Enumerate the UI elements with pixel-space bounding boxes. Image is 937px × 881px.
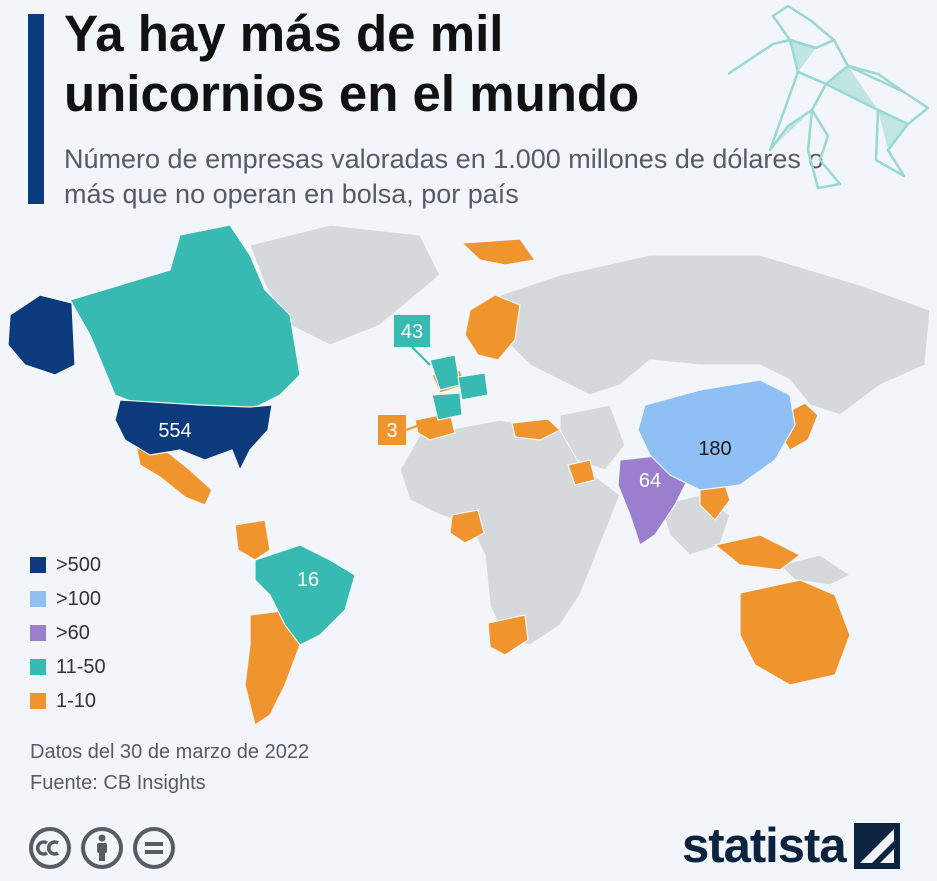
country-usa: [114, 399, 273, 472]
legend-label: 11-50: [56, 655, 106, 678]
title-accent-bar: [28, 14, 44, 204]
legend-item: 1-10: [30, 684, 106, 718]
legend-item: 11-50: [30, 650, 106, 684]
countries-11-50: [69, 224, 489, 646]
country-china: [637, 379, 796, 491]
legend-swatch: [30, 591, 46, 607]
label-brazil: 16: [297, 569, 319, 591]
legend-label: >500: [56, 553, 102, 576]
data-source: Fuente: CB Insights: [30, 772, 206, 794]
country-alaska: [7, 294, 76, 376]
chart-subtitle: Número de empresas valoradas en 1.000 mi…: [64, 144, 824, 209]
legend-item: >60: [30, 616, 106, 650]
statista-logo-icon: [853, 823, 900, 869]
no-derivatives-icon[interactable]: [132, 826, 176, 870]
label-india: 64: [639, 470, 661, 492]
attribution-icon[interactable]: [80, 826, 124, 870]
brand-name: statista: [682, 819, 847, 873]
legend-swatch: [30, 693, 46, 709]
label-china: 180: [698, 438, 731, 460]
label-spain: 3: [386, 420, 397, 442]
legend-item: >500: [30, 548, 106, 582]
footnote: Datos del 30 de marzo de 2022 Fuente: CB…: [30, 737, 309, 799]
legend-label: 1-10: [56, 689, 97, 712]
legend-swatch: [30, 557, 46, 573]
statista-logo[interactable]: statista: [682, 818, 900, 874]
label-box-spain: [378, 415, 406, 445]
label-uk: 43: [401, 321, 423, 343]
license-icons: [28, 826, 176, 870]
legend-label: >100: [56, 587, 102, 610]
legend-swatch: [30, 659, 46, 675]
label-usa: 554: [158, 420, 191, 442]
unicorn-icon: [728, 4, 930, 190]
legend-swatch: [30, 625, 46, 641]
legend: >500 >100 >60 11-50 1-10: [30, 548, 106, 718]
legend-label: >60: [56, 621, 90, 644]
cc-icon[interactable]: [28, 826, 72, 870]
data-date: Datos del 30 de marzo de 2022: [30, 741, 310, 763]
label-box-uk: [394, 315, 430, 347]
chart-title: Ya hay más de mil unicornios en el mundo: [64, 5, 640, 122]
land-no-data: [249, 224, 931, 646]
world-map: 554 180 64 16 43 3: [7, 224, 931, 726]
legend-item: >100: [30, 582, 106, 616]
